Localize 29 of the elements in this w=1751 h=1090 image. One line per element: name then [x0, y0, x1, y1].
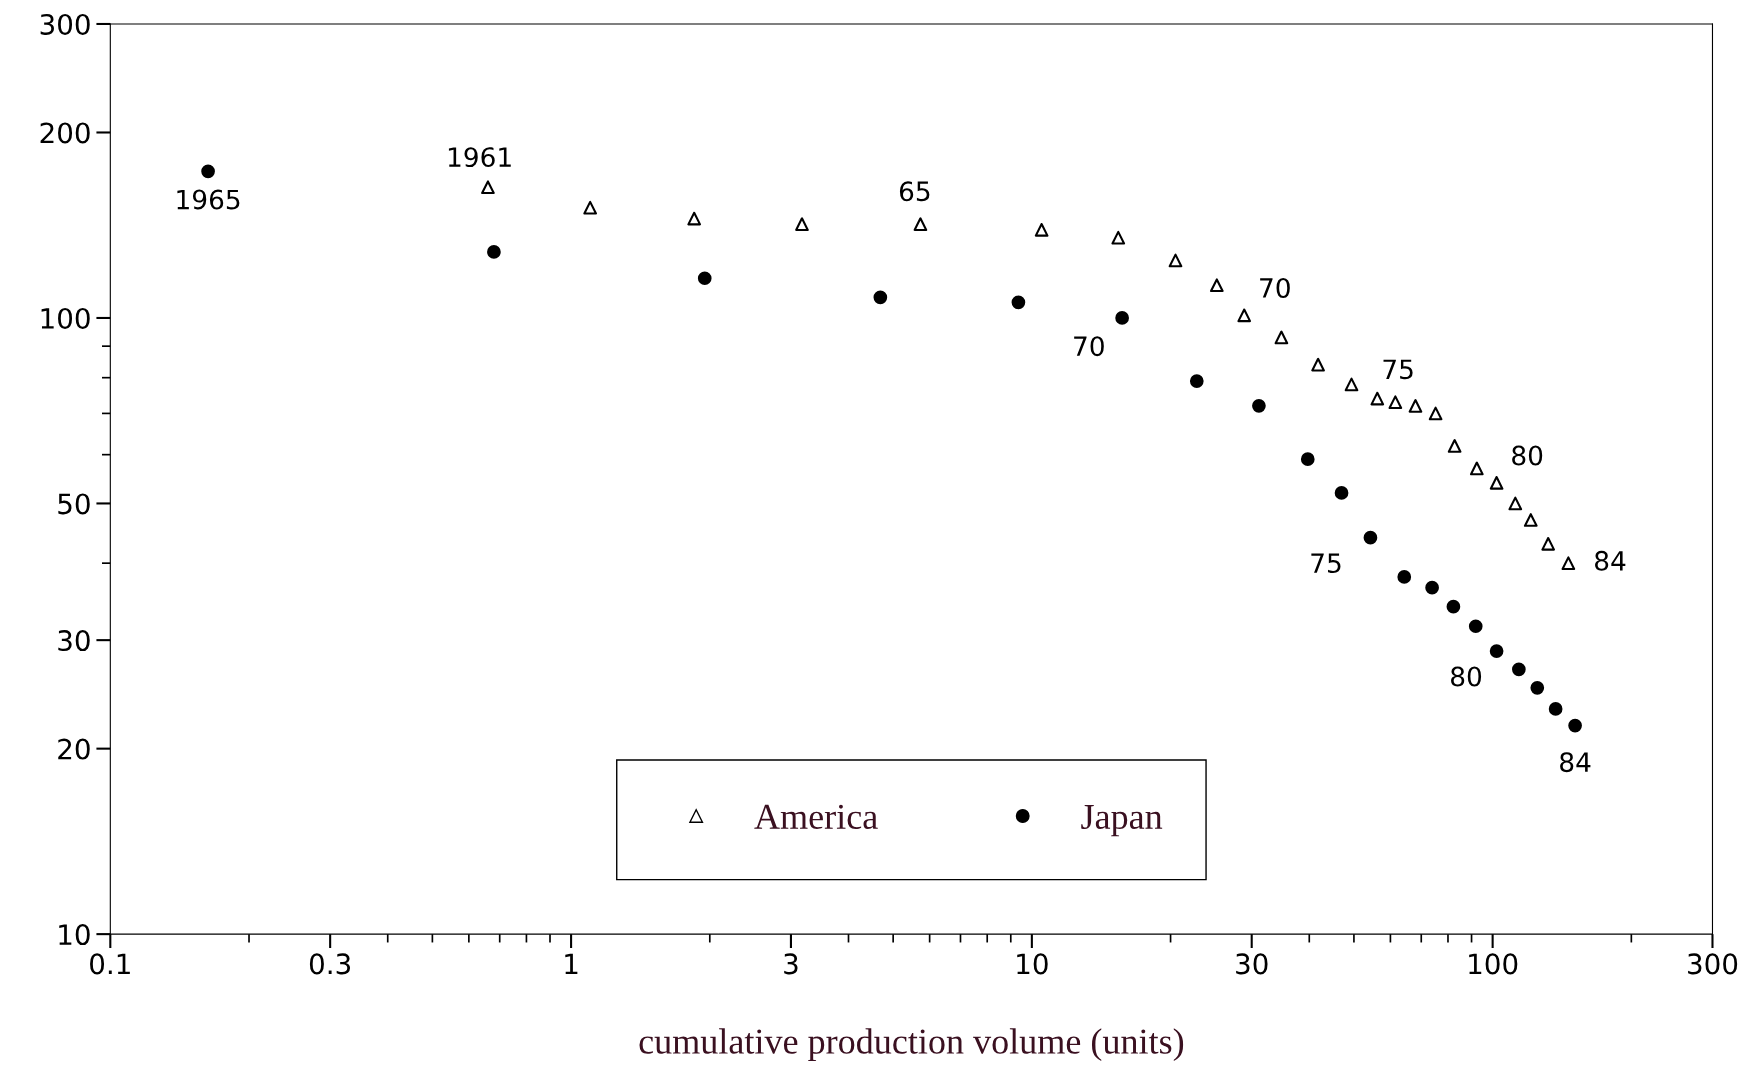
legend-label: Japan — [1081, 805, 1163, 837]
annotation: 80 — [1451, 666, 1482, 687]
annotation: 84 — [1560, 752, 1591, 773]
x-axis-title: cumulative production volume (units) — [639, 1028, 1184, 1062]
annotation: 1965 — [177, 189, 240, 210]
x-tick-label: 30 — [1236, 953, 1268, 975]
y-tick-label: 50 — [58, 493, 90, 515]
annotation: 84 — [1595, 550, 1626, 571]
y-tick-label: 30 — [58, 630, 90, 652]
x-tick-label: 100 — [1469, 953, 1518, 975]
annotation: 80 — [1512, 445, 1543, 466]
x-tick-label: 0.1 — [90, 953, 130, 975]
x-tick-label: 300 — [1688, 953, 1738, 975]
x-tick-label: 0.3 — [309, 953, 351, 975]
annotation: 75 — [1383, 359, 1413, 380]
annotation: 1961 — [448, 147, 511, 168]
x-tick-label: 1 — [565, 953, 578, 974]
annotation: 75 — [1311, 553, 1341, 574]
annotation: 70 — [1074, 336, 1104, 357]
legend-label: America — [754, 804, 878, 829]
y-tick-label: 200 — [40, 122, 90, 144]
y-tick-label: 20 — [58, 738, 90, 760]
y-tick-label: 300 — [40, 13, 90, 35]
x-tick-label: 10 — [1017, 953, 1048, 975]
x-tick-label: 3 — [784, 953, 798, 975]
annotation: 65 — [899, 181, 930, 202]
y-tick-label: 10 — [59, 924, 90, 946]
y-tick-label: 100 — [41, 307, 90, 329]
annotation: 70 — [1260, 278, 1290, 298]
